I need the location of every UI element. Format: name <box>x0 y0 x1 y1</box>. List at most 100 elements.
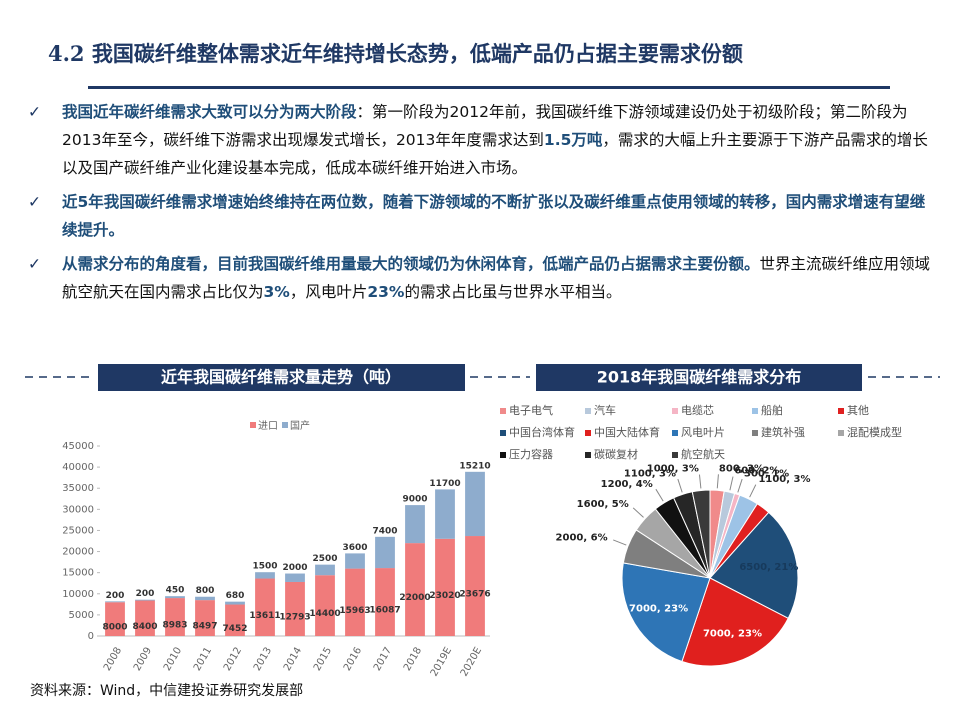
bar-segment <box>225 604 245 636</box>
bullet-list: ✓ 我国近年碳纤维需求大致可以分为两大阶段：第一阶段为2012年前，我国碳纤维下游… <box>28 98 938 312</box>
value-label: 7000, 23% <box>703 628 762 639</box>
bar-segment <box>225 601 245 605</box>
legend-label: 汽车 <box>594 403 616 417</box>
x-tick-label: 2015 <box>312 646 334 674</box>
value-label: 6500, 21% <box>739 562 798 573</box>
bar-segment <box>195 600 215 636</box>
legend-swatch <box>500 408 506 414</box>
legend-label: 电缆芯 <box>681 403 714 417</box>
bar-segment <box>135 600 155 636</box>
leader-line <box>655 488 664 502</box>
legend-swatch <box>838 430 844 436</box>
value-label: 680 <box>226 591 245 601</box>
legend-label: 中国大陆体育 <box>594 425 660 439</box>
x-tick-label: 2010 <box>162 646 184 674</box>
leader-line <box>737 478 743 493</box>
value-label: 800, 3% <box>719 463 764 474</box>
leader-line <box>698 474 702 489</box>
chart-title: 2018年我国碳纤维需求分布 <box>597 368 802 387</box>
bar-segment <box>285 573 305 582</box>
value-label: 2500 <box>312 554 337 564</box>
x-tick-label: 2009 <box>132 646 154 674</box>
leader-line <box>729 476 734 491</box>
bullet-text: 的需求占比虽与世界水平相当。 <box>404 283 622 301</box>
bar-segment <box>405 505 425 544</box>
bullet-text: 3% <box>263 283 290 301</box>
legend-swatch <box>500 452 506 458</box>
value-label: 22000 <box>399 593 430 603</box>
bullet-text: ：第一阶段为2012年前，我国碳纤维下游领域建设仍处于初级阶段；第二阶段为201… <box>62 103 908 149</box>
y-tick-label: 35000 <box>62 483 94 494</box>
y-tick-label: 15000 <box>62 568 94 579</box>
value-label: 450 <box>166 586 185 596</box>
bullet: ✓ 我国近年碳纤维需求大致可以分为两大阶段：第一阶段为2012年前，我国碳纤维下游… <box>28 98 938 182</box>
y-tick-label: 5000 <box>69 610 94 621</box>
bullet-text: 23% <box>367 283 405 301</box>
legend-label: 风电叶片 <box>681 426 725 439</box>
source-note: 资料来源：Wind，中信建投证券研究发展部 <box>30 683 304 699</box>
x-tick-label: 2016 <box>342 646 364 674</box>
pie-slice <box>709 511 799 620</box>
bullet-text: ，风电叶片 <box>289 283 368 301</box>
value-label: 200 <box>106 591 125 601</box>
legend-label: 电子电气 <box>509 403 553 417</box>
legend-label: 碳碳复材 <box>594 447 638 461</box>
legend-label: 国产 <box>290 419 310 432</box>
bullet-text: ，需求的大幅上升主要源于下游产品需求的增长以及国产碳纤维产业化建设基本完成，低成… <box>62 131 928 177</box>
value-label: 7400 <box>372 526 397 536</box>
y-tick-label: 30000 <box>62 504 94 515</box>
leader-line <box>613 539 627 546</box>
bar-segment <box>165 598 185 636</box>
legend-label: 压力容器 <box>509 447 553 461</box>
value-label: 8400 <box>132 622 157 632</box>
legend-swatch <box>752 430 758 436</box>
bar-segment <box>165 596 185 599</box>
value-label: 8983 <box>162 621 187 631</box>
value-label: 300, 1% <box>744 468 789 479</box>
value-label: 8497 <box>192 622 217 632</box>
legend-label: 混配模成型 <box>847 425 902 439</box>
leader-line <box>749 484 757 498</box>
x-tick-label: 2014 <box>282 646 304 674</box>
bullet-text: 近5年我国碳纤维需求增速始终维持在两位数，随着下游领域的不断扩张以及碳纤维重点使… <box>62 193 926 239</box>
pie-slice <box>691 489 711 579</box>
value-label: 11700 <box>429 479 460 489</box>
legend-label: 建筑补强 <box>761 425 805 439</box>
x-tick-label: 2012 <box>222 646 244 674</box>
leader-line <box>716 474 719 489</box>
check-icon: ✓ <box>28 193 41 211</box>
value-label: 7452 <box>222 624 247 634</box>
bar-segment <box>345 568 365 636</box>
check-icon: ✓ <box>28 255 41 273</box>
legend-label: 船舶 <box>761 403 783 417</box>
value-label: 9000 <box>402 495 427 505</box>
value-label: 200 <box>136 589 155 599</box>
y-tick-label: 10000 <box>62 589 94 600</box>
leader-line <box>677 478 683 493</box>
value-label: 12793 <box>279 612 310 622</box>
x-tick-label: 2018 <box>402 646 424 674</box>
value-label: 2000 <box>282 563 307 573</box>
chart-title: 近年我国碳纤维需求量走势（吨） <box>161 368 401 387</box>
value-label: 15210 <box>459 461 490 471</box>
value-label: 23020 <box>429 591 460 601</box>
slide-title: 4.2 我国碳纤维整体需求近年维持增长态势，低端产品仍占据主要需求份额 <box>48 41 743 66</box>
bar-segment <box>435 538 455 636</box>
value-label: 1100, 3% <box>624 468 676 479</box>
value-label: 3600 <box>342 543 367 553</box>
value-label: 8000 <box>102 623 127 633</box>
bar-segment <box>405 543 425 636</box>
legend-label: 航空航天 <box>681 447 725 461</box>
y-tick-label: 40000 <box>62 462 94 473</box>
value-label: 7000, 23% <box>629 604 688 615</box>
bullet-text: 我国近年碳纤维需求大致可以分为两大阶段 <box>62 103 357 121</box>
legend-swatch <box>282 422 288 428</box>
value-label: 15963 <box>339 606 370 616</box>
value-label: 23676 <box>459 590 490 600</box>
bullet: ✓ 从需求分布的角度看，目前我国碳纤维用量最大的领域仍为休闲体育，低端产品仍占据需… <box>28 250 938 306</box>
x-tick-label: 2011 <box>192 646 214 674</box>
bar-segment <box>135 599 155 601</box>
legend-swatch <box>672 430 678 436</box>
